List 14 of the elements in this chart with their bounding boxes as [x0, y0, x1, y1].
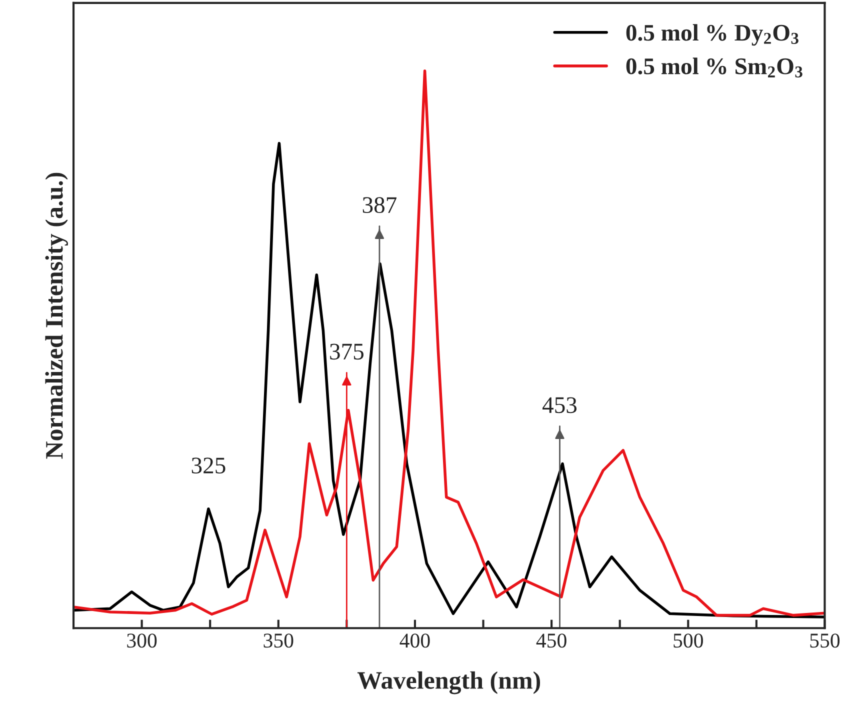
ref-line-label: 375	[330, 344, 364, 360]
x-tick-label: 300	[127, 634, 157, 648]
x-tick-label: 350	[264, 634, 294, 648]
x-axis-title: Wavelength (nm)	[357, 671, 540, 694]
y-axis-title: Normalized Intensity (a.u.)	[45, 172, 68, 459]
x-tick-label: 450	[536, 634, 566, 648]
annotation: 325	[192, 458, 226, 474]
ref-line-label: 387	[362, 197, 396, 214]
legend-label: 0.5 mol % Dy$_{2}$O$_{3}$	[626, 24, 798, 46]
ref-line-label: 453	[542, 397, 577, 414]
x-tick-label: 500	[674, 634, 703, 648]
x-tick-label: 550	[810, 634, 840, 648]
x-tick-label: 400	[400, 634, 430, 648]
legend-label: 0.5 mol % Sm$_{2}$O$_{3}$	[626, 58, 802, 78]
